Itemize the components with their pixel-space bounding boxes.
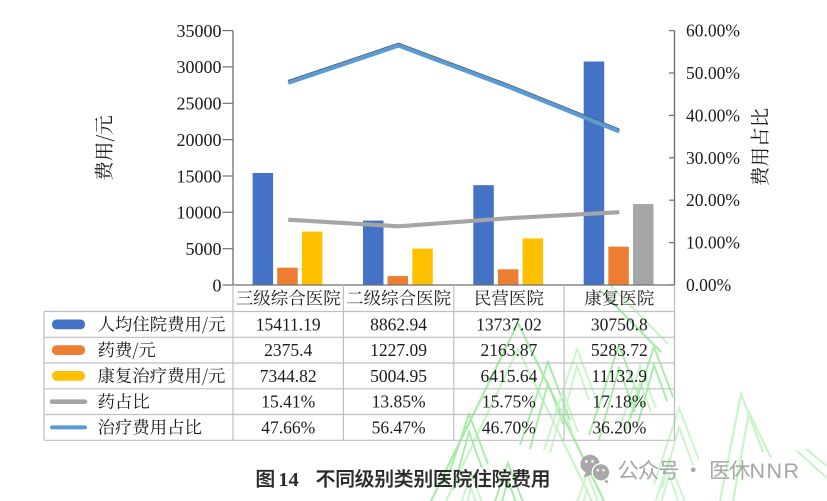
svg-text:46.70%: 46.70% xyxy=(482,417,536,437)
svg-text:10000: 10000 xyxy=(177,203,222,223)
svg-text:0.00%: 0.00% xyxy=(686,275,731,295)
svg-text:40.00%: 40.00% xyxy=(686,105,740,125)
svg-text:30.00%: 30.00% xyxy=(686,148,740,168)
svg-text:10.00%: 10.00% xyxy=(686,233,740,253)
svg-text:56.47%: 56.47% xyxy=(372,417,426,437)
svg-text:15.41%: 15.41% xyxy=(261,392,315,412)
svg-text:0: 0 xyxy=(213,275,222,295)
svg-text:2375.4: 2375.4 xyxy=(264,340,312,360)
svg-text:17.18%: 17.18% xyxy=(592,392,646,412)
svg-text:5004.95: 5004.95 xyxy=(370,366,427,386)
svg-text:50.00%: 50.00% xyxy=(686,63,740,83)
svg-text:25000: 25000 xyxy=(177,94,222,114)
svg-text:1227.09: 1227.09 xyxy=(370,340,427,360)
svg-text:20000: 20000 xyxy=(177,130,222,150)
svg-text:14: 14 xyxy=(278,469,299,491)
svg-text:30750.8: 30750.8 xyxy=(591,314,648,334)
svg-text:7344.82: 7344.82 xyxy=(260,366,317,386)
svg-text:47.66%: 47.66% xyxy=(261,417,315,437)
svg-text:15000: 15000 xyxy=(177,166,222,186)
svg-text:11132.9: 11132.9 xyxy=(592,366,648,386)
svg-text:35000: 35000 xyxy=(177,21,222,41)
svg-text:2163.87: 2163.87 xyxy=(480,340,537,360)
svg-text:60.00%: 60.00% xyxy=(686,21,740,41)
svg-text:5000: 5000 xyxy=(186,239,222,259)
svg-text:NNR: NNR xyxy=(750,459,801,483)
svg-text:8862.94: 8862.94 xyxy=(370,314,427,334)
svg-text:15.75%: 15.75% xyxy=(482,392,536,412)
svg-text:5283.72: 5283.72 xyxy=(591,340,648,360)
svg-text:30000: 30000 xyxy=(177,57,222,77)
svg-text:15411.19: 15411.19 xyxy=(256,314,321,334)
svg-text:13737.02: 13737.02 xyxy=(476,314,542,334)
svg-text:20.00%: 20.00% xyxy=(686,190,740,210)
svg-text:13.85%: 13.85% xyxy=(372,392,426,412)
svg-text:6415.64: 6415.64 xyxy=(480,366,537,386)
svg-text:36.20%: 36.20% xyxy=(592,417,646,437)
